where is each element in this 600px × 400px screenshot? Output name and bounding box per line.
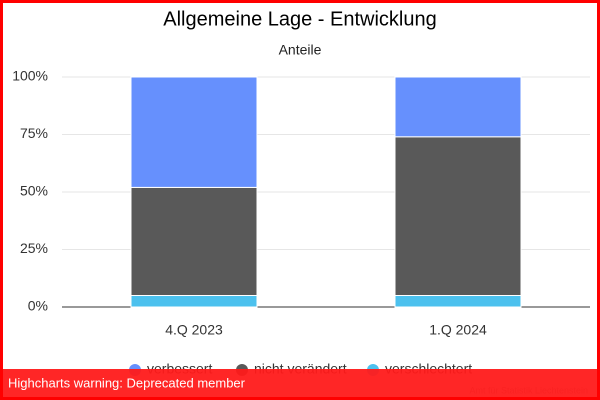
y-tick-label: 100% — [12, 68, 48, 84]
warning-text: Highcharts warning: Deprecated member — [8, 375, 246, 390]
bar-segment — [394, 136, 522, 296]
bar-segment — [394, 76, 522, 138]
chart-title: Allgemeine Lage - Entwicklung — [163, 8, 437, 30]
bar-segment — [394, 295, 522, 308]
x-tick-label: 4.Q 2023 — [165, 322, 223, 338]
warning-bar — [0, 369, 600, 397]
bar-segment — [130, 186, 258, 296]
chart-subtitle: Anteile — [279, 42, 322, 58]
y-tick-label: 50% — [20, 183, 48, 199]
x-tick-label: 1.Q 2024 — [429, 322, 487, 338]
bar-segment — [130, 295, 258, 308]
bar-segment — [130, 76, 258, 188]
y-tick-label: 0% — [28, 298, 48, 314]
y-tick-label: 25% — [20, 240, 48, 256]
y-tick-label: 75% — [20, 125, 48, 141]
